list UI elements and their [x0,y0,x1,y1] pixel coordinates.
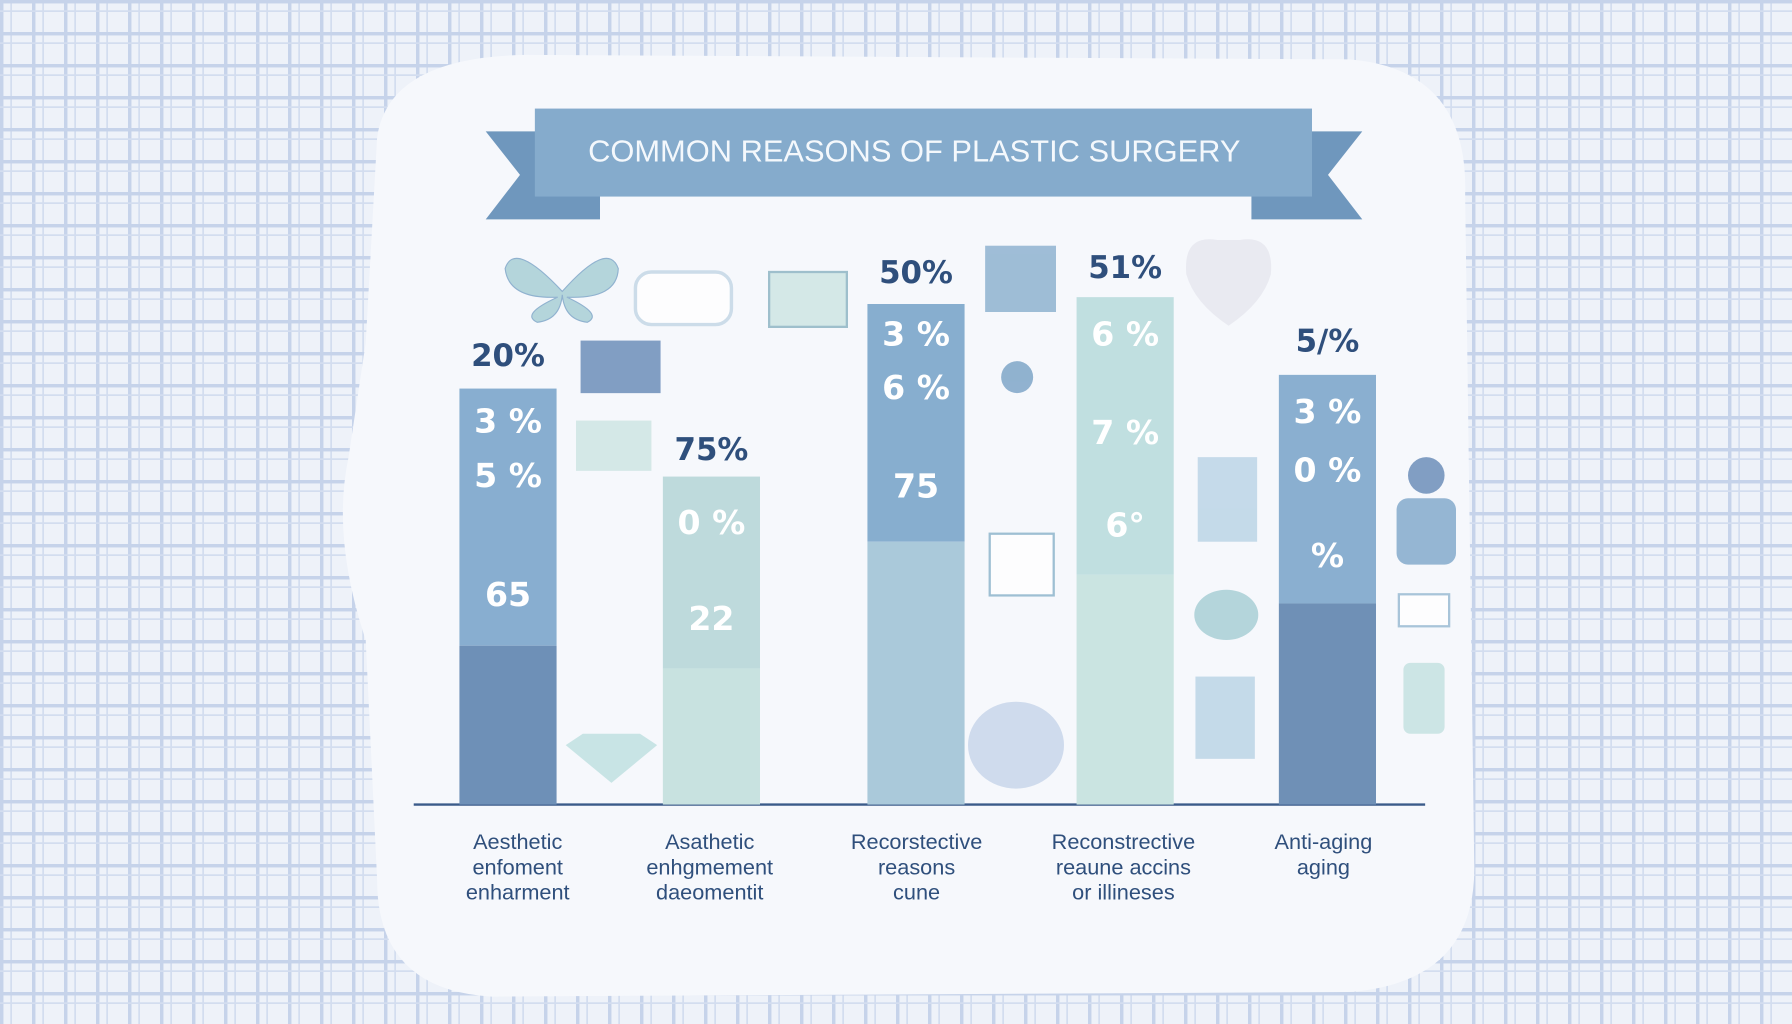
bar-lower [1076,574,1174,805]
category-label: daeomentit [656,879,763,904]
bar-top-label: 75% [675,432,749,468]
bar-top-label: 50% [879,255,953,291]
segment-label: 5 % [474,456,542,495]
category-label: Anti-aging [1275,829,1373,854]
title: COMMON REASONS OF PLASTIC SURGERY [588,133,1240,168]
bar-upper [1278,374,1376,604]
segment-label: 3 % [1294,392,1362,431]
segment-label: 6° [1105,505,1145,544]
category-label: enharment [466,879,570,904]
bar-lower [459,645,557,805]
segment-label: 65 [485,575,531,614]
segment-label: 0 % [1294,451,1362,490]
bar-upper [867,304,965,542]
bar-top-label: 20% [471,338,545,374]
category-label: Aesthetic [473,829,562,854]
bar-top-label: 5/% [1296,323,1360,359]
bar-lower [662,668,760,805]
bar-upper [1076,297,1174,575]
bar-lower [867,541,965,805]
segment-label: 6 % [1091,314,1159,353]
segment-label: 7 % [1091,413,1159,452]
bar-upper [459,388,557,646]
category-label: Asathetic [665,829,754,854]
segment-label: % [1311,536,1344,575]
category-label: or illineses [1072,879,1175,904]
segment-label: 3 % [474,401,542,440]
category-label: enfoment [472,854,562,879]
category-label: enhgmement [646,854,773,879]
category-label: Reconstrective [1052,829,1196,854]
segment-label: 75 [893,467,939,506]
category-label: Recorstective [851,829,982,854]
bar-lower [1278,603,1376,805]
category-label: aging [1297,854,1350,879]
segment-label: 22 [688,599,734,638]
category-label: reaune accins [1056,854,1191,879]
segment-label: 6 % [882,368,950,407]
category-label: cune [893,879,940,904]
segment-label: 0 % [678,503,746,542]
segment-label: 3 % [882,314,950,353]
bar-upper [662,476,760,669]
category-label: reasons [878,854,955,879]
icons [504,239,1456,789]
ribbon: COMMON REASONS OF PLASTIC SURGERY [485,108,1363,220]
bar-top-label: 51% [1088,250,1162,286]
